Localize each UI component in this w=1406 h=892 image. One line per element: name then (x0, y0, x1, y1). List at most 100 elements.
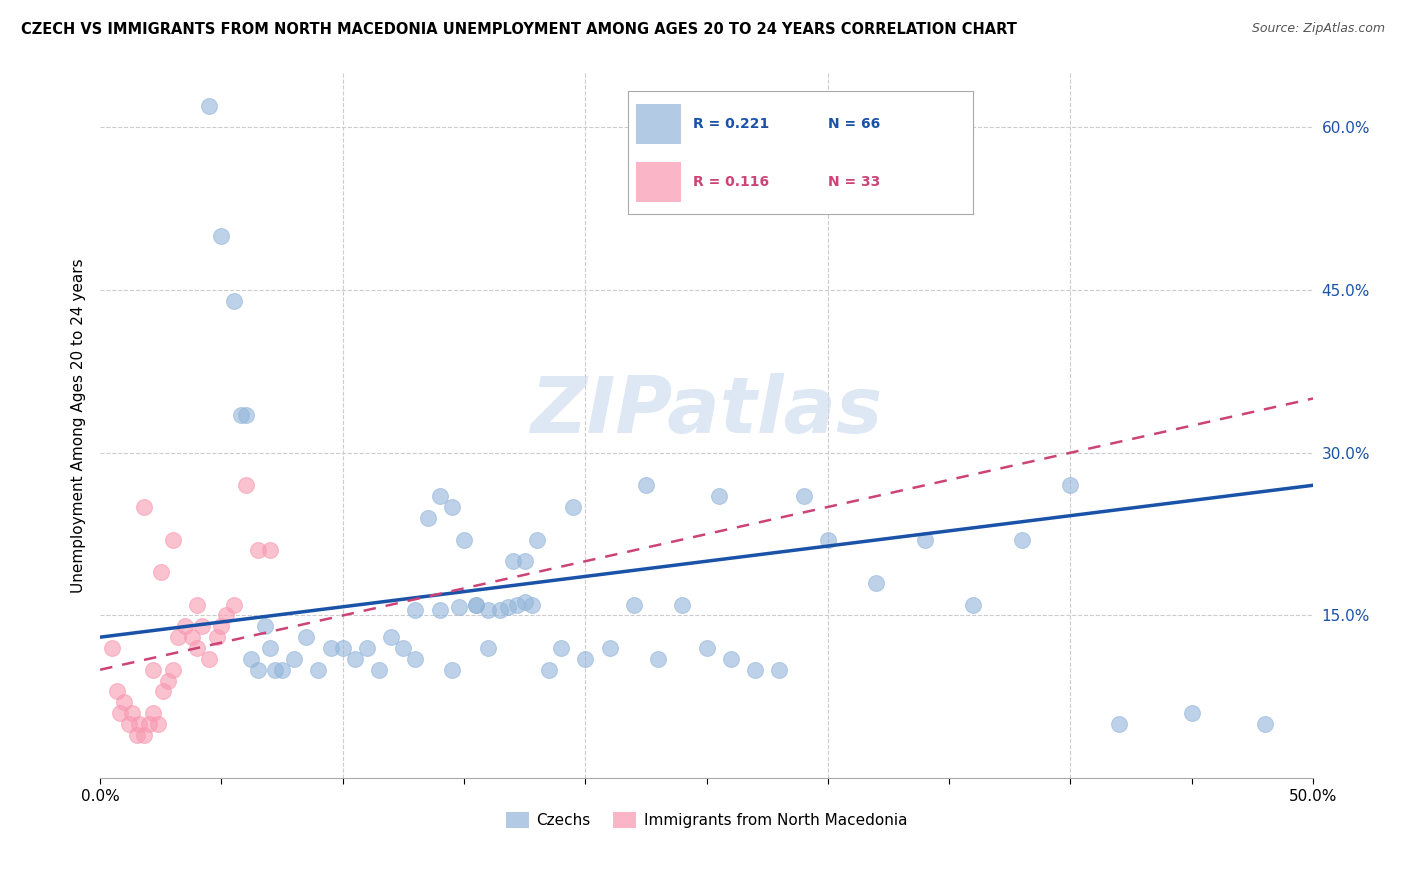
Point (599, 640, 621, 655)
Point (118, 717, 141, 731)
Point (744, 663, 766, 677)
Point (125, 728, 148, 742)
Point (768, 663, 790, 677)
Point (696, 640, 718, 655)
Point (720, 652, 742, 666)
Point (506, 598, 529, 612)
Point (319, 640, 342, 655)
Point (254, 619, 277, 633)
Point (142, 663, 165, 677)
Point (453, 533, 475, 547)
Point (166, 630, 188, 644)
Point (132, 728, 155, 742)
Point (465, 598, 488, 612)
Point (405, 652, 427, 666)
Point (128, 717, 150, 731)
Point (148, 717, 170, 731)
Point (380, 630, 402, 644)
Point (149, 565, 172, 579)
Y-axis label: Unemployment Among Ages 20 to 24 years: Unemployment Among Ages 20 to 24 years (72, 259, 86, 593)
Point (162, 533, 184, 547)
Point (671, 598, 693, 612)
Point (429, 489, 451, 503)
Point (449, 599, 471, 614)
Point (205, 630, 228, 644)
Text: ZIPatlas: ZIPatlas (530, 374, 883, 450)
Point (283, 652, 305, 666)
Point (489, 603, 512, 617)
Point (647, 652, 669, 666)
Point (162, 663, 184, 677)
Point (865, 576, 887, 591)
Point (477, 640, 499, 655)
Point (239, 652, 262, 666)
Point (181, 630, 204, 644)
Point (707, 489, 730, 503)
Point (332, 640, 354, 655)
Point (222, 293, 245, 308)
Point (191, 619, 214, 633)
Point (157, 673, 180, 688)
Point (1181, 706, 1204, 720)
Point (235, 408, 257, 422)
Point (343, 652, 366, 666)
Text: Source: ZipAtlas.com: Source: ZipAtlas.com (1251, 22, 1385, 36)
Point (259, 640, 281, 655)
Point (817, 533, 839, 547)
Point (793, 489, 815, 503)
Point (550, 640, 572, 655)
Point (634, 478, 657, 492)
Point (520, 598, 543, 612)
Point (229, 408, 252, 422)
Point (222, 598, 245, 612)
Point (429, 603, 451, 617)
Point (416, 511, 439, 525)
Legend: Czechs, Immigrants from North Macedonia: Czechs, Immigrants from North Macedonia (499, 805, 914, 834)
Point (356, 640, 378, 655)
Point (526, 533, 548, 547)
Point (440, 663, 463, 677)
Point (174, 619, 197, 633)
Point (263, 663, 285, 677)
Point (623, 598, 645, 612)
Point (440, 500, 463, 514)
Point (105, 684, 128, 698)
Point (513, 595, 536, 609)
Point (465, 598, 488, 612)
Point (392, 640, 415, 655)
Point (295, 630, 318, 644)
Point (259, 543, 281, 558)
Point (914, 533, 936, 547)
Point (502, 554, 524, 568)
Point (121, 706, 143, 720)
Point (112, 695, 135, 709)
Point (1253, 717, 1275, 731)
Text: CZECH VS IMMIGRANTS FROM NORTH MACEDONIA UNEMPLOYMENT AMONG AGES 20 TO 24 YEARS : CZECH VS IMMIGRANTS FROM NORTH MACEDONIA… (21, 22, 1017, 37)
Point (562, 500, 585, 514)
Point (574, 652, 596, 666)
Point (186, 598, 208, 612)
Point (368, 663, 391, 677)
Point (962, 598, 984, 612)
Point (101, 640, 124, 655)
Point (271, 663, 294, 677)
Point (235, 478, 257, 492)
Point (209, 619, 232, 633)
Point (477, 603, 499, 617)
Point (537, 663, 560, 677)
Point (308, 663, 330, 677)
Point (1059, 478, 1081, 492)
Point (1011, 533, 1033, 547)
Point (152, 684, 174, 698)
Point (496, 599, 519, 614)
Point (1108, 717, 1130, 731)
Point (108, 706, 131, 720)
Point (513, 554, 536, 568)
Point (246, 663, 269, 677)
Point (132, 500, 155, 514)
Point (198, 98, 221, 112)
Point (215, 608, 238, 623)
Point (246, 543, 269, 558)
Point (209, 228, 232, 243)
Point (138, 717, 160, 731)
